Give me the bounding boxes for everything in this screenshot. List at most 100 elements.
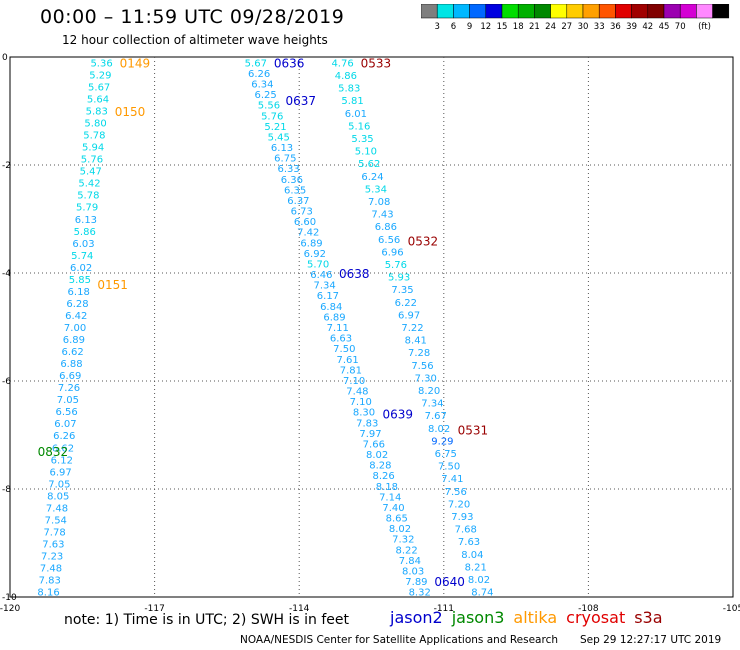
y-tick-label: -8 — [2, 485, 11, 495]
altimeter-track-map: -120 -117 -114 -111 -108 -105 0 -2 -4 -6 -8 -10 5.36… — [0, 53, 740, 614]
wave-height-value: 5.83 — [338, 84, 360, 95]
wave-height-value: 5.76 — [385, 260, 407, 271]
wave-height-value: 6.22 — [395, 298, 417, 309]
wave-height-value: 8.26 — [373, 471, 395, 482]
wave-height-value: 7.63 — [42, 539, 64, 550]
wave-height-value: 6.33 — [277, 164, 299, 175]
wave-height-value: 6.92 — [304, 249, 326, 260]
wave-height-value: 7.50 — [438, 462, 460, 473]
wave-height-value: 5.78 — [83, 131, 105, 142]
pass-time-label: 0531 — [458, 424, 489, 438]
wave-height-value: 6.12 — [51, 455, 73, 466]
wave-height-value: 6.13 — [75, 215, 97, 226]
wave-height-value: 7.20 — [448, 499, 470, 510]
wave-height-value: 5.42 — [78, 179, 100, 190]
wave-height-value: 8.22 — [395, 545, 417, 556]
map-title: 00:00 – 11:59 UTC 09/28/2019 — [40, 6, 345, 28]
wave-height-value: 6.18 — [68, 287, 90, 298]
wave-height-value: 6.60 — [294, 217, 316, 228]
wave-height-value: 6.24 — [361, 172, 383, 183]
wave-height-value: 6.86 — [375, 222, 397, 233]
wave-height-value: 8.21 — [465, 562, 487, 573]
wave-height-value: 7.40 — [382, 503, 404, 514]
wave-height-value: 5.47 — [80, 167, 102, 178]
wave-height-value: 8.18 — [376, 482, 398, 493]
legend-label: 30 — [578, 22, 589, 32]
pass-time-label: 0639 — [383, 407, 414, 421]
wave-height-value: 6.69 — [59, 371, 81, 382]
y-tick-label: -6 — [2, 377, 11, 387]
wave-height-value: 5.21 — [264, 122, 286, 133]
wave-height-value: 6.07 — [54, 419, 76, 430]
x-tick-label: -111 — [434, 604, 454, 614]
wave-height-value: 6.17 — [317, 291, 339, 302]
wave-height-value: 7.42 — [297, 228, 319, 239]
wave-height-value: 7.28 — [408, 348, 430, 359]
wave-height-value: 5.80 — [84, 119, 106, 130]
wave-height-value: 7.66 — [363, 439, 385, 450]
wave-height-value: 8.41 — [405, 336, 427, 347]
wave-height-value: 7.50 — [333, 344, 355, 355]
wave-height-value: 6.42 — [65, 311, 87, 322]
x-tick-label: -105 — [723, 604, 740, 614]
wave-height-value: 5.81 — [341, 96, 363, 107]
wave-height-value: 7.22 — [401, 323, 423, 334]
satellite-legend-entry: altika — [513, 608, 558, 627]
wave-height-value: 6.75 — [435, 449, 457, 460]
wave-height-value: 5.35 — [351, 134, 373, 145]
wave-height-value: 6.97 — [398, 310, 420, 321]
wave-height-value: 8.16 — [37, 588, 59, 599]
wave-height-value: 7.32 — [392, 535, 414, 546]
wave-height-value: 6.73 — [291, 207, 313, 218]
wave-height-value: 8.65 — [386, 514, 408, 525]
wave-height-value: 6.25 — [255, 90, 277, 101]
wave-height-value: 7.23 — [41, 552, 63, 563]
wave-height-value: 6.89 — [323, 312, 345, 323]
pass-time-label: 0151 — [97, 278, 128, 292]
legend-label: 18 — [513, 22, 524, 32]
wave-height-value: 7.43 — [371, 210, 393, 221]
wave-height-value: 6.88 — [60, 359, 82, 370]
satellite-legend-entry: s3a — [634, 608, 663, 627]
wave-height-value: 5.29 — [89, 70, 111, 81]
legend-label: 6 — [451, 22, 456, 32]
wave-height-value: 6.28 — [66, 299, 88, 310]
x-tick-label: -120 — [0, 604, 20, 614]
wave-height-value: 6.02 — [70, 263, 92, 274]
wave-height-value: 6.89 — [300, 238, 322, 249]
wave-height-value: 6.46 — [310, 270, 332, 281]
wave-height-value: 6.84 — [320, 302, 342, 313]
wave-height-value: 6.36 — [281, 175, 303, 186]
wave-height-value: 5.64 — [87, 94, 109, 105]
wave-height-value: 5.16 — [348, 121, 370, 132]
wave-height-value: 7.63 — [458, 537, 480, 548]
pass-time-label: 0832 — [38, 445, 69, 459]
legend-label: 42 — [642, 22, 653, 32]
legend-label: 45 — [659, 22, 670, 32]
wave-height-value: 8.03 — [402, 566, 424, 577]
wave-height-value: 6.56 — [378, 235, 400, 246]
wave-height-value: 6.13 — [271, 143, 293, 154]
wave-height-value: 7.26 — [58, 383, 80, 394]
wave-height-value: 6.63 — [330, 334, 352, 345]
wave-height-value: 5.67 — [245, 58, 267, 69]
satellite-legend-entry: jason2 — [390, 608, 443, 627]
wave-height-value: 7.56 — [411, 361, 433, 372]
legend-label: 33 — [594, 22, 605, 32]
wave-height-value: 6.37 — [287, 196, 309, 207]
wave-height-value: 9.29 — [431, 436, 453, 447]
wave-height-value: 5.74 — [71, 251, 93, 262]
wave-height-value: 5.78 — [77, 191, 99, 202]
wave-height-value: 7.48 — [46, 503, 68, 514]
legend-label: (ft) — [698, 22, 711, 32]
wave-height-value: 6.34 — [251, 80, 273, 91]
wave-height-value: 5.76 — [261, 111, 283, 122]
wave-height-value: 8.02 — [468, 575, 490, 586]
pass-time-label: 0638 — [339, 267, 370, 281]
wave-height-value: 5.62 — [358, 159, 380, 170]
wave-height-value: 7.97 — [359, 429, 381, 440]
wave-height-value: 8.20 — [418, 386, 440, 397]
wave-height-value: 7.83 — [356, 418, 378, 429]
footer-note: note: 1) Time is in UTC; 2) SWH is in fe… — [64, 612, 350, 628]
wave-height-value: 6.26 — [248, 69, 270, 80]
